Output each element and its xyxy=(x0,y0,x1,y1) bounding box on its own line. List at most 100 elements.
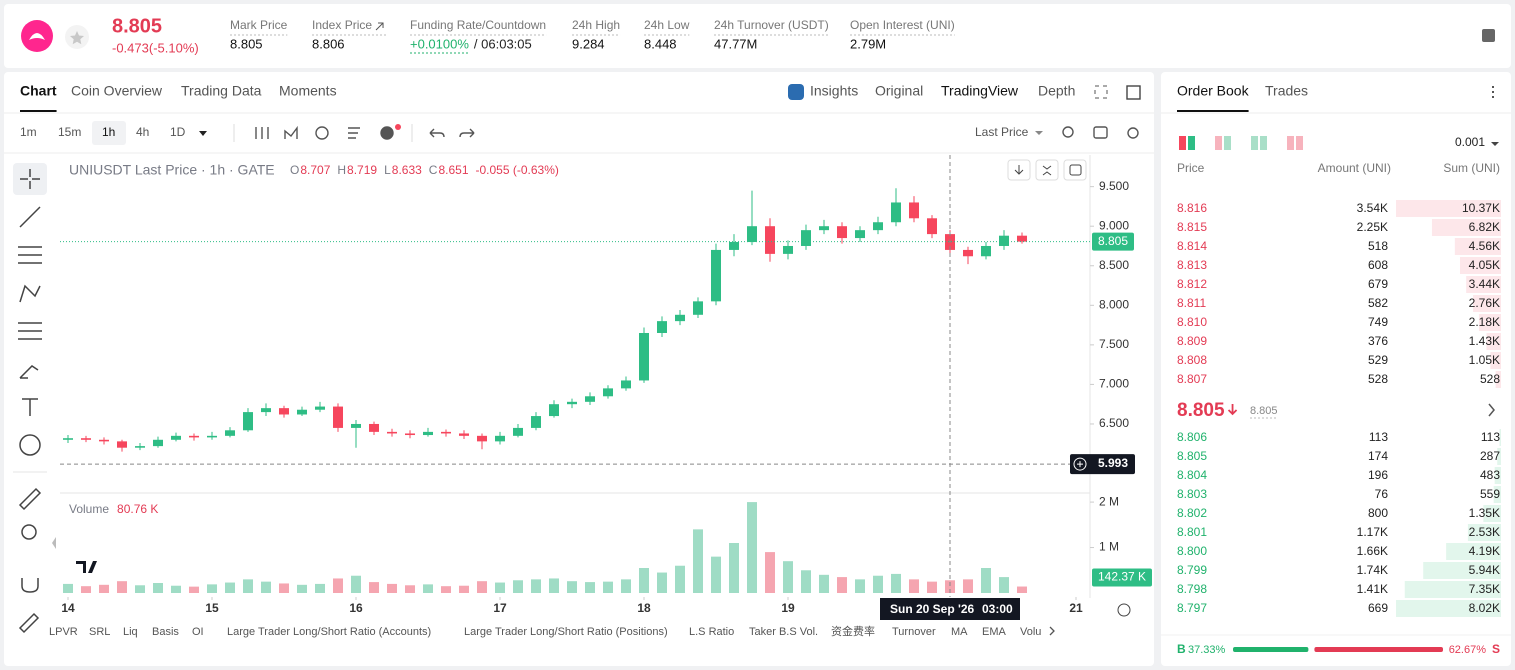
dropdown-arrow[interactable] xyxy=(1491,142,1499,146)
chart-button[interactable] xyxy=(1035,159,1059,181)
view-option[interactable]: Original xyxy=(875,83,923,99)
undo-icon[interactable] xyxy=(429,128,445,138)
collapse[interactable] xyxy=(52,537,56,549)
indicator[interactable]: MA xyxy=(951,626,968,638)
precision[interactable]: 0.001 xyxy=(1455,135,1485,149)
interval[interactable]: 1D xyxy=(170,125,186,139)
indicator[interactable]: Taker B.S Vol. xyxy=(749,626,818,638)
price-type[interactable]: Last Price xyxy=(975,125,1029,139)
indicator[interactable]: OI xyxy=(192,626,204,638)
indicator[interactable]: L.S Ratio xyxy=(689,626,734,638)
indicator[interactable]: LPVR xyxy=(49,626,78,638)
book-amount: 76 xyxy=(1375,487,1389,501)
candle-body xyxy=(495,435,505,442)
book-view-icons[interactable] xyxy=(1179,136,1303,150)
chart-button[interactable] xyxy=(1007,159,1031,181)
settings-icon[interactable] xyxy=(1127,127,1139,139)
y-tick-label: 8.000 xyxy=(1099,297,1129,311)
depth-bar xyxy=(1483,505,1501,522)
book-amount: 518 xyxy=(1368,239,1388,253)
depth-bar xyxy=(1490,352,1501,369)
interval[interactable]: 1m xyxy=(20,125,37,139)
indicator[interactable]: Large Trader Long/Short Ratio (Accounts) xyxy=(227,626,431,638)
book-tab[interactable]: Trades xyxy=(1265,83,1308,99)
indicator[interactable]: EMA xyxy=(982,626,1007,638)
ruler-tool[interactable] xyxy=(18,487,42,511)
window-icon[interactable] xyxy=(1126,85,1141,100)
emoji-tool[interactable] xyxy=(19,434,41,456)
camera-icon[interactable] xyxy=(1093,126,1108,139)
candle-body xyxy=(63,438,73,440)
chevron[interactable] xyxy=(1488,403,1495,417)
volume-bar xyxy=(585,582,595,593)
volume-bar xyxy=(477,581,487,593)
interval[interactable]: 15m xyxy=(58,125,81,139)
chart-button[interactable] xyxy=(1063,159,1087,181)
depth-bar xyxy=(1497,448,1501,465)
replay-icon[interactable] xyxy=(315,126,329,140)
pattern-tool[interactable] xyxy=(19,284,41,303)
tab[interactable]: Coin Overview xyxy=(71,83,163,99)
text-tool[interactable] xyxy=(22,398,38,416)
candle-body xyxy=(837,226,847,239)
toolbar-icons[interactable] xyxy=(255,125,1139,140)
book-tab[interactable]: Order Book xyxy=(1177,83,1250,99)
candle-body xyxy=(261,408,271,413)
view-option[interactable]: TradingView xyxy=(941,83,1019,99)
header-icon[interactable] xyxy=(1482,29,1495,42)
volume-bar xyxy=(837,577,847,593)
magnet-tool[interactable] xyxy=(21,578,39,593)
crosshair-tool[interactable] xyxy=(20,169,40,189)
view-option[interactable]: Insights xyxy=(810,83,858,99)
indicator[interactable]: Basis xyxy=(152,626,179,638)
book-price: 8.814 xyxy=(1177,239,1207,253)
depth-bar xyxy=(1446,543,1501,560)
book-price: 8.800 xyxy=(1177,544,1207,558)
search-icon[interactable] xyxy=(1062,126,1074,138)
indicator[interactable]: SRL xyxy=(89,626,110,638)
book-price: 8.815 xyxy=(1177,220,1207,234)
add-icon[interactable] xyxy=(380,126,394,140)
redo-icon[interactable] xyxy=(459,128,475,138)
y-tick-label: 8.500 xyxy=(1099,258,1129,272)
stat-label: Index Price xyxy=(312,18,372,32)
tab[interactable]: Moments xyxy=(279,83,337,99)
candle-body xyxy=(369,423,379,432)
candle-body xyxy=(135,446,145,448)
crosshair-add[interactable] xyxy=(1073,457,1087,471)
indicator[interactable]: Liq xyxy=(123,626,138,638)
volume-bar xyxy=(351,575,361,593)
line-tool[interactable] xyxy=(19,206,41,228)
chevron[interactable] xyxy=(1049,626,1055,636)
tab[interactable]: Chart xyxy=(20,83,57,99)
fib-tool[interactable] xyxy=(18,322,42,340)
template-icon[interactable] xyxy=(348,127,360,139)
zoom-tool[interactable] xyxy=(21,524,37,540)
expand-icon[interactable] xyxy=(1094,85,1108,99)
volume-bar xyxy=(657,572,667,593)
candle-body xyxy=(405,433,415,436)
candle-body xyxy=(927,218,937,235)
depth-bar xyxy=(1478,314,1501,331)
volume-bar xyxy=(297,584,307,593)
indicator[interactable]: Volu xyxy=(1020,626,1041,638)
crosshair-price-tag xyxy=(1070,454,1135,475)
indicator[interactable]: 资金费率 xyxy=(831,624,875,638)
settings-icon[interactable] xyxy=(1117,603,1131,617)
ohlc-key: C xyxy=(429,163,438,177)
interval[interactable]: 4h xyxy=(136,125,149,139)
candles-icon[interactable] xyxy=(255,127,269,139)
tab[interactable]: Trading Data xyxy=(181,83,262,99)
dropdown-arrow[interactable] xyxy=(199,131,207,136)
candle-body xyxy=(963,249,973,257)
channel-tool[interactable] xyxy=(18,246,42,264)
view-option[interactable]: Depth xyxy=(1038,83,1075,99)
indicator-icon[interactable] xyxy=(284,125,298,139)
indicator[interactable]: Large Trader Long/Short Ratio (Positions… xyxy=(464,626,668,638)
indicator[interactable]: Turnover xyxy=(892,626,936,638)
drawing-tools[interactable] xyxy=(13,163,47,634)
interval[interactable]: 1h xyxy=(102,125,115,139)
dropdown-arrow[interactable] xyxy=(1035,131,1043,135)
lock-tool[interactable] xyxy=(18,612,40,634)
brush-tool[interactable] xyxy=(19,365,39,379)
